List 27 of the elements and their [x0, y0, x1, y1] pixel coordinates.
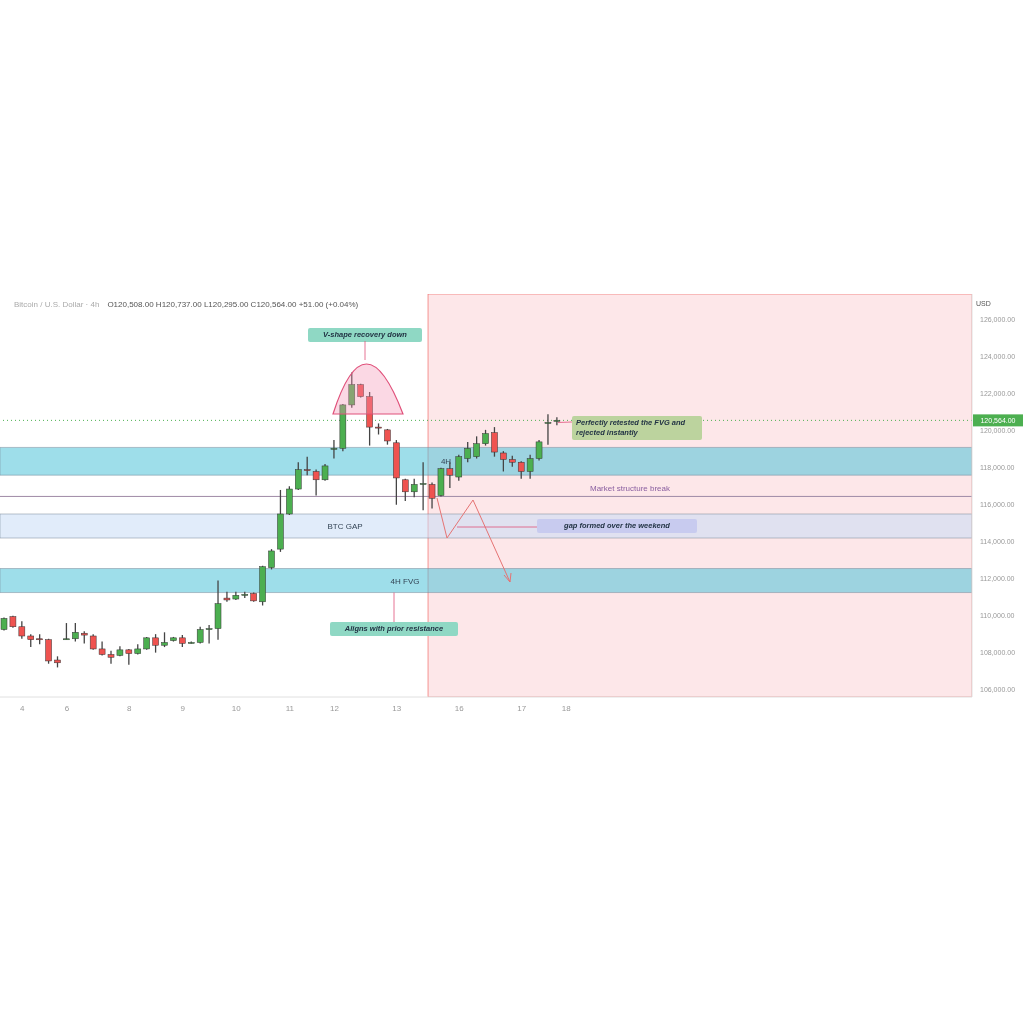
x-tick-label: 17	[517, 703, 527, 713]
x-tick-label: 9	[180, 703, 186, 713]
candlestick	[303, 456, 311, 476]
candlestick	[500, 450, 507, 473]
ref-line-label: Market structure break	[589, 484, 672, 494]
x-tick-label: 13	[392, 703, 402, 713]
candlestick	[152, 633, 159, 654]
text: Bitcoin / U.S. Dollar · 4h	[14, 300, 100, 309]
x-tick-label: 11	[285, 703, 295, 713]
x-tick-label: 4	[20, 703, 26, 713]
band-label: 4H	[440, 457, 452, 467]
candlestick	[295, 461, 302, 491]
band-label: BTC GAP	[327, 522, 363, 531]
x-tick-label: 10	[231, 703, 242, 713]
candlestick	[268, 548, 275, 571]
x-tick-label: 18	[561, 703, 572, 713]
candlestick	[491, 426, 498, 458]
text: O120,508.00 H120,737.00 L120,295.00 C120,564.00 +51.00 (+0.04%)	[107, 300, 359, 309]
band-label: 4H FVG	[390, 576, 420, 586]
x-tick-label: 16	[454, 703, 465, 713]
candlestick	[473, 435, 480, 460]
candlestick	[464, 441, 471, 463]
candlestick	[45, 638, 52, 665]
x-tick-label: 12	[329, 703, 340, 713]
candlestick	[72, 622, 79, 643]
x-tick-label: 6	[64, 703, 70, 713]
x-tick-label: 8	[127, 703, 133, 713]
